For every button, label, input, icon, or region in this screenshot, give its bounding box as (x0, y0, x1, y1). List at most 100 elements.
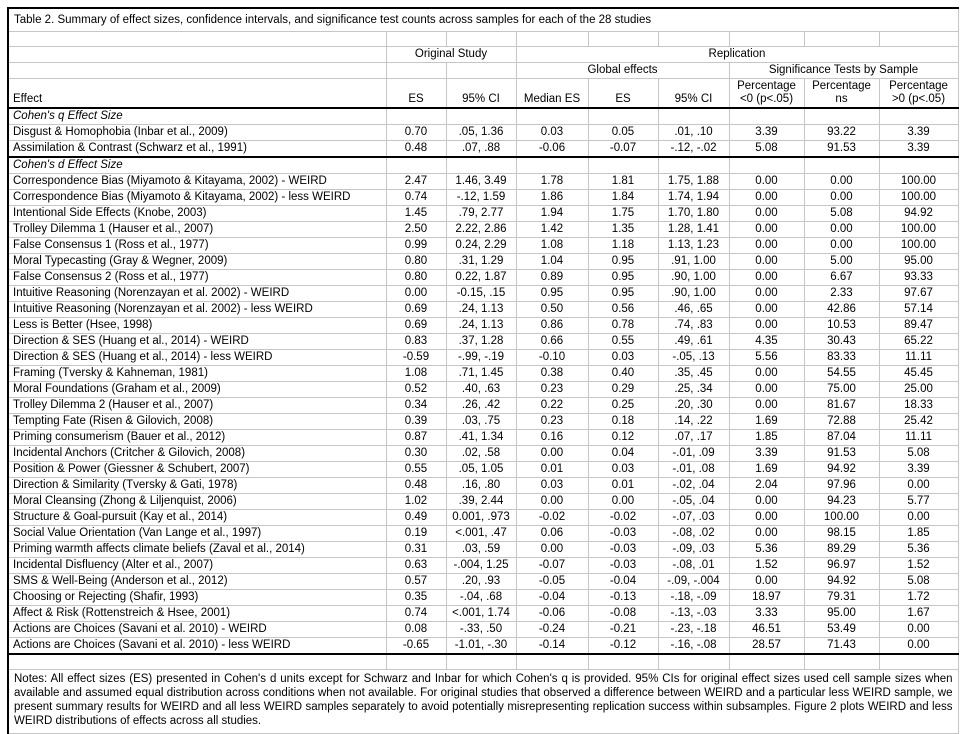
value-cell: -.05, .04 (657, 493, 730, 510)
value-cell: 0.001, .973 (445, 509, 517, 526)
value-cell: 1.35 (587, 221, 659, 238)
value-cell: 0.00 (728, 525, 805, 542)
table-row: Moral Typecasting (Gray & Wegner, 2009) 0… (7, 253, 959, 270)
value-cell: -.99, -.19 (445, 349, 517, 366)
value-cell: 95.00 (878, 253, 959, 270)
effect-cell: Social Value Orientation (Van Lange et a… (7, 525, 387, 542)
value-cell: 0.70 (385, 124, 447, 141)
value-cell: -1.01, -.30 (445, 637, 517, 655)
value-cell: 0.00 (515, 541, 589, 558)
value-cell: 1.75, 1.88 (657, 173, 730, 190)
value-cell: 87.04 (803, 429, 880, 446)
value-cell: 0.12 (587, 429, 659, 446)
value-cell: 2.47 (385, 173, 447, 190)
table-row: Direction & SES (Huang et al., 2014) - W… (7, 333, 959, 350)
value-cell: 0.00 (587, 493, 659, 510)
value-cell: 94.92 (803, 461, 880, 478)
value-cell: -0.15, .15 (445, 285, 517, 302)
value-cell: 94.92 (803, 573, 880, 590)
value-cell: -0.02 (587, 509, 659, 526)
value-cell: -0.04 (515, 589, 589, 606)
col-header-original-ci: 95% CI (445, 78, 517, 109)
value-cell: 1.28, 1.41 (657, 221, 730, 238)
value-cell: 0.00 (728, 301, 805, 318)
effect-cell: Affect & Risk (Rottenstreich & Hsee, 200… (7, 605, 387, 622)
value-cell: 1.45 (385, 205, 447, 222)
value-cell: -0.13 (587, 589, 659, 606)
section-label: Cohen's q Effect Size (7, 107, 387, 125)
value-cell: 0.01 (587, 477, 659, 494)
effect-cell: False Consensus 1 (Ross et al., 1977) (7, 237, 387, 254)
effect-cell: Correspondence Bias (Miyamoto & Kitayama… (7, 173, 387, 190)
effect-cell: Choosing or Rejecting (Shafir, 1993) (7, 589, 387, 606)
col-header-percentage-positive: Percentage >0 (p<.05) (878, 78, 959, 109)
value-cell: .79, 2.77 (445, 205, 517, 222)
value-cell: .46, .65 (657, 301, 730, 318)
value-cell: 1.78 (515, 173, 589, 190)
value-cell: 5.08 (878, 573, 959, 590)
value-cell: -0.06 (515, 605, 589, 622)
value-cell: -0.03 (587, 541, 659, 558)
value-cell: -0.04 (587, 573, 659, 590)
value-cell: 0.18 (587, 413, 659, 430)
value-cell: 0.95 (587, 269, 659, 286)
value-cell: -.23, -.18 (657, 621, 730, 638)
table-row: Priming consumerism (Bauer et al., 2012)… (7, 429, 959, 446)
value-cell: 0.78 (587, 317, 659, 334)
value-cell: 0.40 (587, 365, 659, 382)
value-cell: 0.23 (515, 381, 589, 398)
group-header-row-1: Original Study Replication (7, 46, 959, 63)
table-row: Assimilation & Contrast (Schwarz et al.,… (7, 140, 959, 158)
value-cell: 0.00 (878, 509, 959, 526)
value-cell: 2.04 (728, 477, 805, 494)
value-cell: 0.00 (728, 285, 805, 302)
section-row: Cohen's q Effect Size (7, 107, 959, 125)
value-cell: 2.33 (803, 285, 880, 302)
table-row: Moral Cleansing (Zhong & Liljenquist, 20… (7, 493, 959, 510)
value-cell: 0.35 (385, 589, 447, 606)
value-cell: 0.00 (728, 205, 805, 222)
value-cell: .25, .34 (657, 381, 730, 398)
table-row: Priming warmth affects climate beliefs (… (7, 541, 959, 558)
value-cell: 1.69 (728, 413, 805, 430)
value-cell: 91.53 (803, 445, 880, 462)
value-cell: -.12, 1.59 (445, 189, 517, 206)
value-cell: 1.86 (515, 189, 589, 206)
value-cell: -0.07 (515, 557, 589, 574)
value-cell: 95.00 (803, 605, 880, 622)
value-cell: -0.03 (587, 557, 659, 574)
value-cell: 0.63 (385, 557, 447, 574)
group-header-significance-tests: Significance Tests by Sample (728, 62, 959, 79)
value-cell: 0.48 (385, 140, 447, 158)
value-cell: 94.23 (803, 493, 880, 510)
value-cell: 0.69 (385, 301, 447, 318)
value-cell: -.07, .03 (657, 509, 730, 526)
value-cell: .16, .80 (445, 477, 517, 494)
value-cell: .37, 1.28 (445, 333, 517, 350)
value-cell: 0.08 (385, 621, 447, 638)
value-cell: .74, .83 (657, 317, 730, 334)
value-cell: 0.34 (385, 397, 447, 414)
table-row: Incidental Anchors (Critcher & Gilovich,… (7, 445, 959, 462)
value-cell: -.05, .13 (657, 349, 730, 366)
value-cell: 30.43 (803, 333, 880, 350)
value-cell: .20, .30 (657, 397, 730, 414)
value-cell: 0.74 (385, 189, 447, 206)
value-cell: 0.95 (515, 285, 589, 302)
value-cell: .41, 1.34 (445, 429, 517, 446)
value-cell: 1.70, 1.80 (657, 205, 730, 222)
value-cell: 0.03 (587, 349, 659, 366)
value-cell: 0.86 (515, 317, 589, 334)
effect-cell: Trolley Dilemma 1 (Hauser et al., 2007) (7, 221, 387, 238)
value-cell: .24, 1.13 (445, 317, 517, 334)
value-cell: -0.03 (587, 525, 659, 542)
value-cell: -.01, .09 (657, 445, 730, 462)
value-cell: 94.92 (878, 205, 959, 222)
table-row: Actions are Choices (Savani et al. 2010)… (7, 637, 959, 655)
value-cell: .39, 2.44 (445, 493, 517, 510)
table-row: SMS & Well-Being (Anderson et al., 2012)… (7, 573, 959, 590)
value-cell: 2.50 (385, 221, 447, 238)
spacer-row (7, 653, 959, 670)
value-cell: 0.95 (587, 285, 659, 302)
effect-cell: Direction & Similarity (Tversky & Gati, … (7, 477, 387, 494)
